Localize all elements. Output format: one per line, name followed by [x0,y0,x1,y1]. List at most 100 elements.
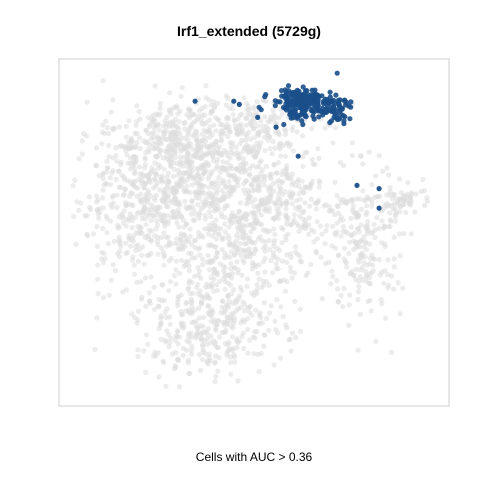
background-cell-point [100,122,106,128]
background-cell-point [183,204,189,210]
background-cell-point [148,217,154,224]
background-cell-point [82,213,88,219]
background-cell-point [202,226,208,232]
background-cell-point [261,259,267,265]
background-cell-point [242,319,248,325]
background-cell-point [340,228,346,234]
background-cell-point [257,234,263,240]
background-cell-point [246,304,252,310]
background-cell-point [137,146,143,152]
background-cell-point [128,137,135,143]
background-cell-point [284,175,290,181]
background-cell-point [253,221,259,227]
background-cell-point [152,83,158,89]
highlighted-cell-point [348,104,354,110]
background-cell-point [143,303,149,309]
background-cell-point [152,349,158,355]
background-cell-point [232,252,238,258]
background-cell-point [155,241,161,248]
background-cell-point [106,143,112,149]
background-cell-point [272,231,278,237]
background-cell-point [294,179,301,185]
highlighted-cell-point [192,98,198,104]
background-cell-point [353,210,359,217]
background-cell-point [256,208,262,215]
background-cell-point [213,142,219,148]
background-cell-point [236,208,242,214]
background-cell-point [99,141,105,147]
background-cell-point [391,234,397,240]
background-cell-point [237,141,243,147]
background-cell-point [212,360,218,366]
background-cell-point [122,186,128,192]
background-cell-point [231,214,237,220]
background-cell-point [198,191,204,197]
background-cell-point [284,278,290,285]
background-cell-point [208,318,214,324]
background-cell-point [176,384,183,390]
background-cell-point [175,172,181,178]
background-cell-point [261,128,267,134]
background-cell-point [243,122,249,128]
background-cell-point [235,182,241,188]
background-cell-point [236,176,242,182]
background-cell-point [191,307,198,313]
background-cell-point [218,122,224,128]
background-cell-point [217,334,223,340]
highlighted-cell-point [287,112,293,118]
background-cell-point [100,195,106,201]
background-cell-point [160,282,166,288]
background-cell-point [217,278,223,284]
background-cell-point [308,261,314,267]
background-cell-point [200,294,206,300]
background-cell-point [176,126,182,132]
highlighted-cell-point [292,95,298,101]
highlighted-cell-point [331,101,338,107]
background-cell-point [281,126,287,133]
background-cell-point [397,203,403,209]
background-cell-point [397,311,403,317]
background-cell-point [378,297,384,303]
background-cell-point [379,218,385,224]
background-cell-point [130,181,136,187]
background-cell-point [240,235,246,241]
background-cell-point [127,160,134,166]
background-cell-point [211,276,217,282]
background-cell-point [232,265,238,271]
background-cell-point [186,115,192,121]
background-cell-point [273,261,279,267]
background-cell-point [189,198,195,204]
background-cell-point [106,154,112,160]
background-cell-point [293,249,299,255]
background-cell-point [314,236,320,242]
highlighted-cell-point [347,116,353,122]
background-cell-point [134,118,140,124]
background-cell-point [182,119,188,125]
background-cell-point [248,222,254,228]
background-cell-point [302,150,308,156]
background-cell-point [156,297,162,303]
background-cell-point [123,134,129,140]
background-cell-point [347,239,353,245]
background-cell-point [199,300,205,306]
background-cell-point [288,348,294,354]
background-cell-point [355,347,361,353]
background-cell-point [200,347,206,353]
background-cell-point [356,283,362,290]
background-cell-point [92,346,98,352]
background-cell-point [376,257,382,263]
background-cell-point [135,258,142,265]
background-cell-point [203,168,209,174]
background-cell-point [200,151,206,157]
background-cell-point [367,255,373,261]
background-cell-point [158,245,164,251]
background-cell-point [239,287,245,294]
background-cell-point [173,195,179,201]
background-cell-point [123,223,129,229]
highlighted-cell-point [333,92,339,98]
background-cell-point [256,369,262,375]
background-cell-point [177,202,183,208]
background-cell-point [164,212,171,218]
background-cell-point [251,292,257,298]
background-cell-point [214,249,220,255]
